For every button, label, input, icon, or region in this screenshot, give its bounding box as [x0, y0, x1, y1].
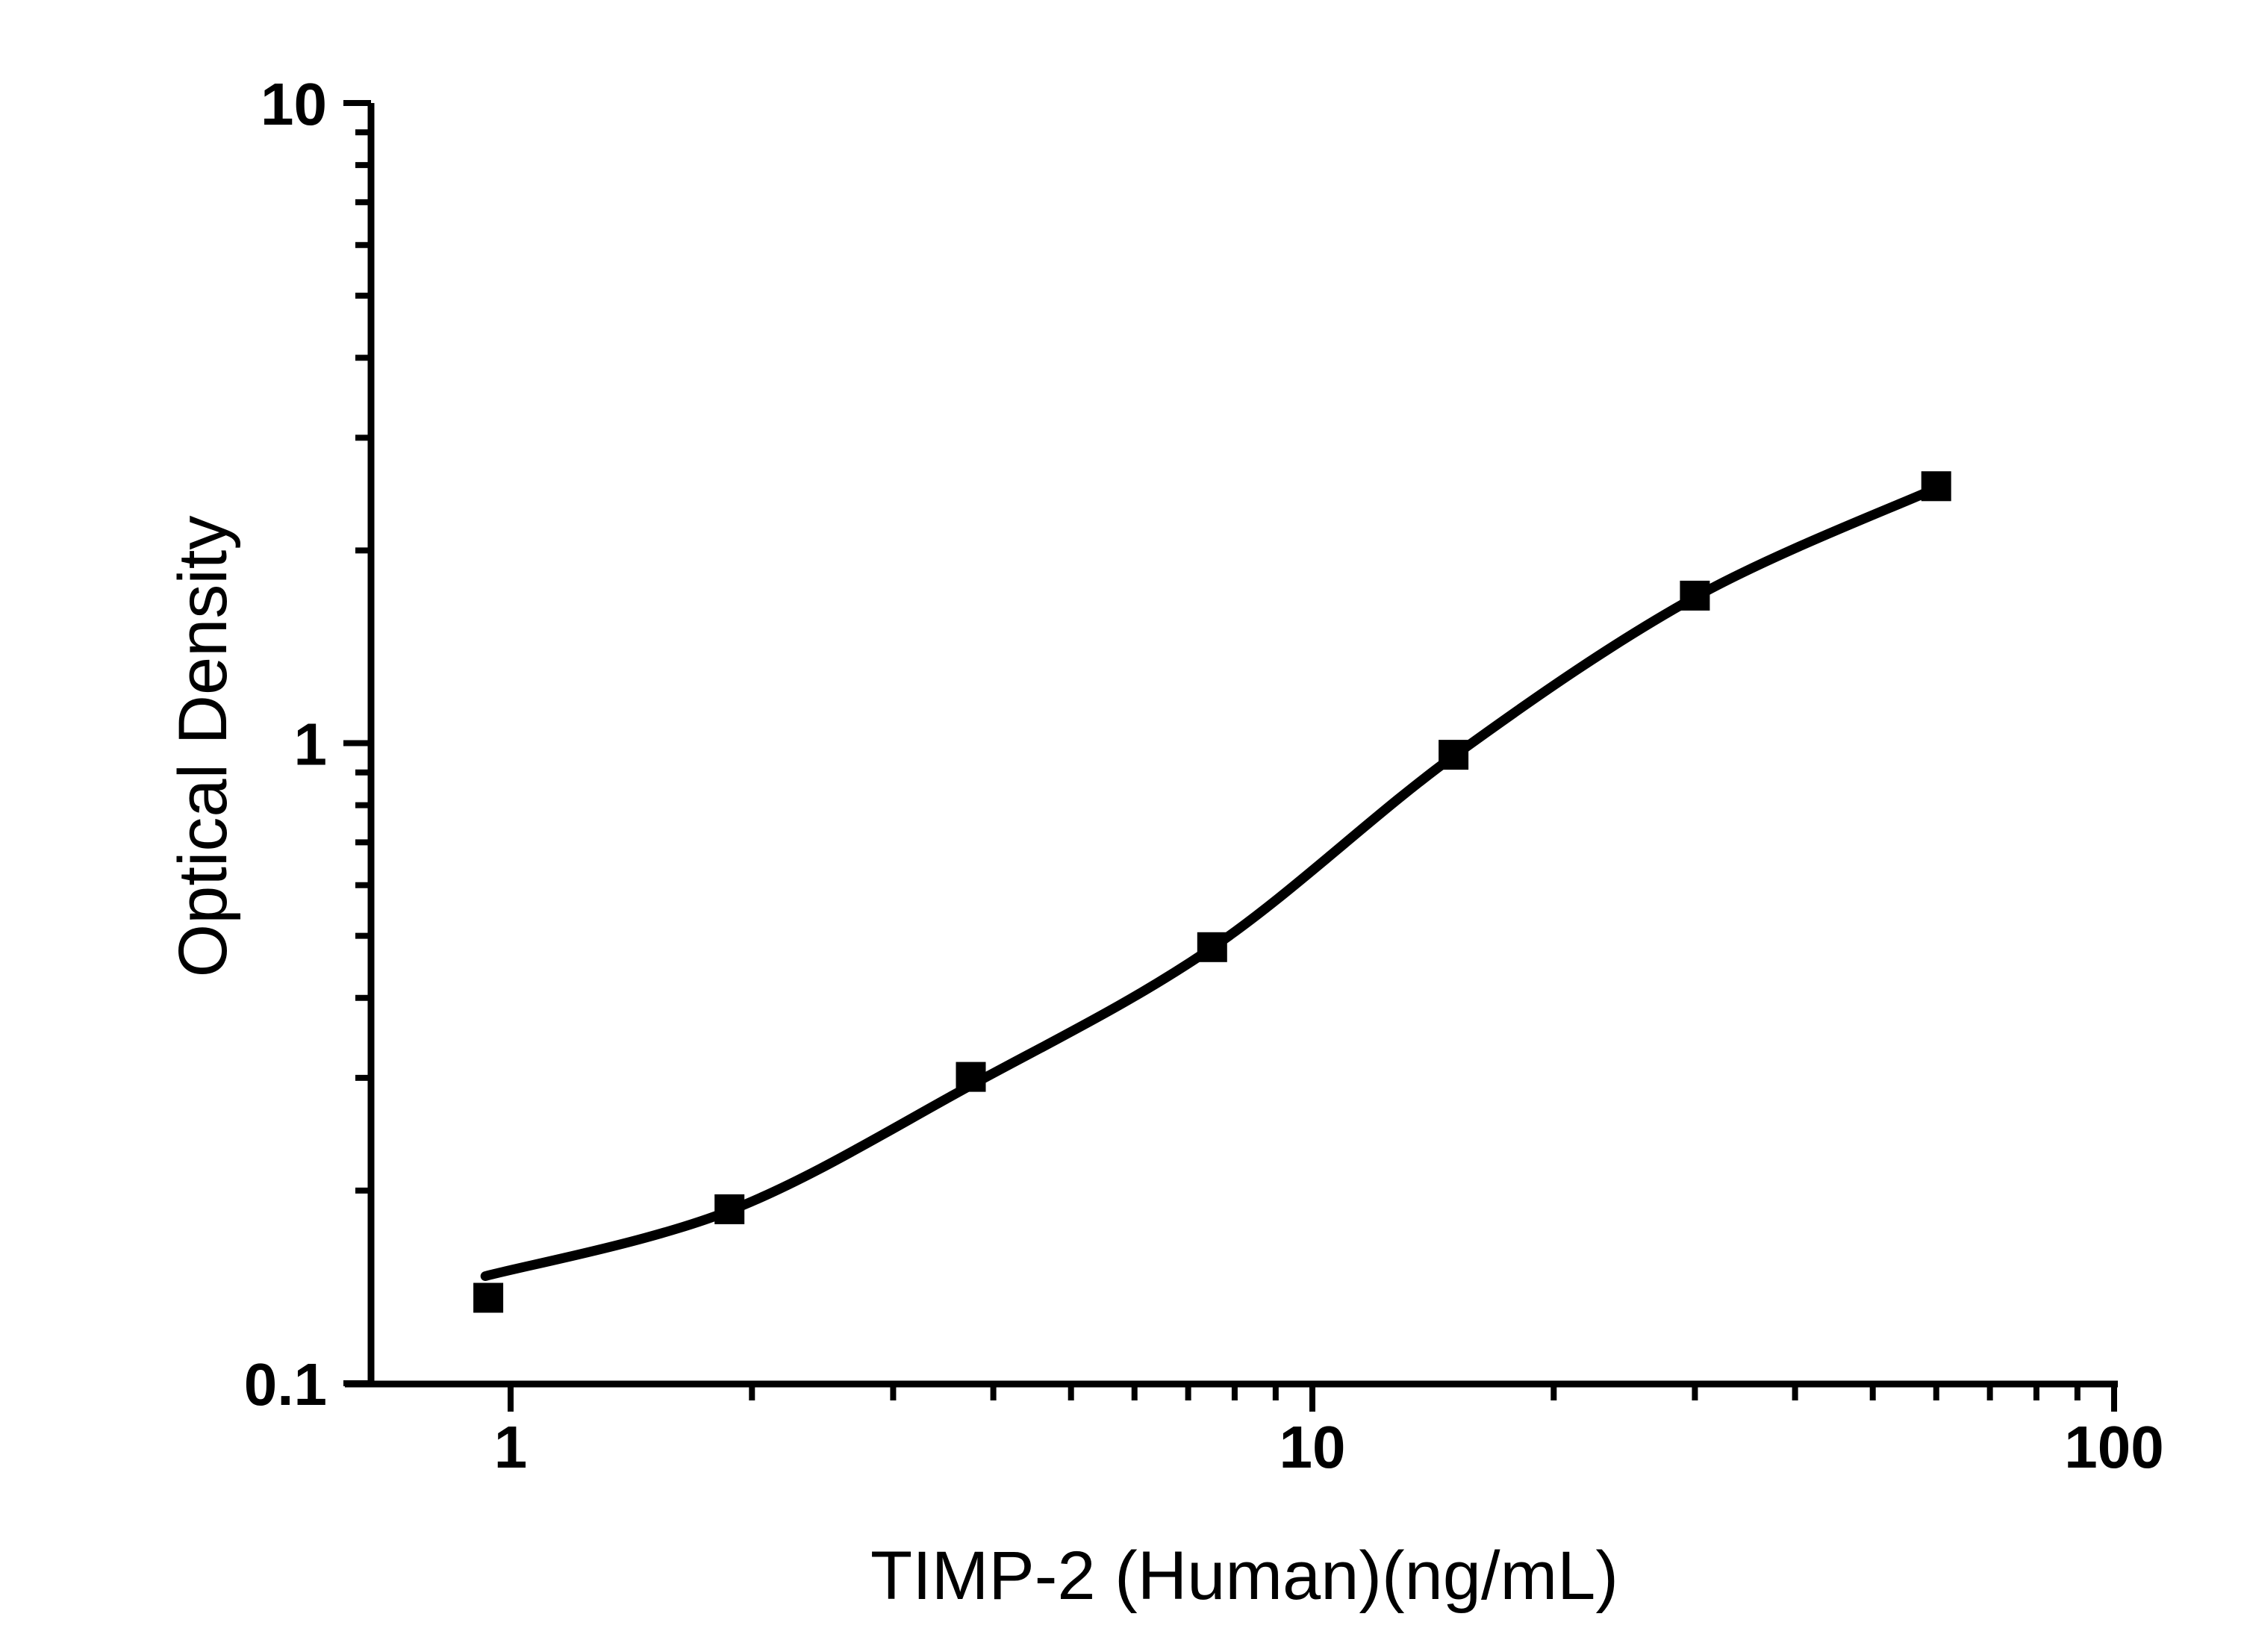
fit-curve [480, 483, 1941, 1281]
y-axis-tick-label: 10 [261, 71, 327, 137]
data-point-marker [956, 1062, 986, 1092]
y-axis-title: Optical Density [165, 516, 241, 978]
data-point-marker [1439, 740, 1469, 770]
data-point-marker [1680, 580, 1710, 611]
y-axis-tick-label: 1 [294, 711, 328, 778]
data-point-marker [714, 1194, 745, 1224]
x-axis-tick-label: 10 [1280, 1414, 1346, 1480]
data-point-marker [1197, 932, 1227, 962]
data-point-marker [473, 1282, 504, 1313]
x-axis-title: TIMP-2 (Human)(ng/mL) [870, 1538, 1618, 1614]
data-point-marker [1921, 471, 1951, 502]
plot-area: 10 1 0.1 1 10 100 [244, 71, 2164, 1480]
x-axis-tick-label: 1 [494, 1414, 528, 1480]
y-axis-tick-label: 0.1 [244, 1351, 327, 1418]
x-axis-tick-label: 100 [2064, 1414, 2163, 1480]
